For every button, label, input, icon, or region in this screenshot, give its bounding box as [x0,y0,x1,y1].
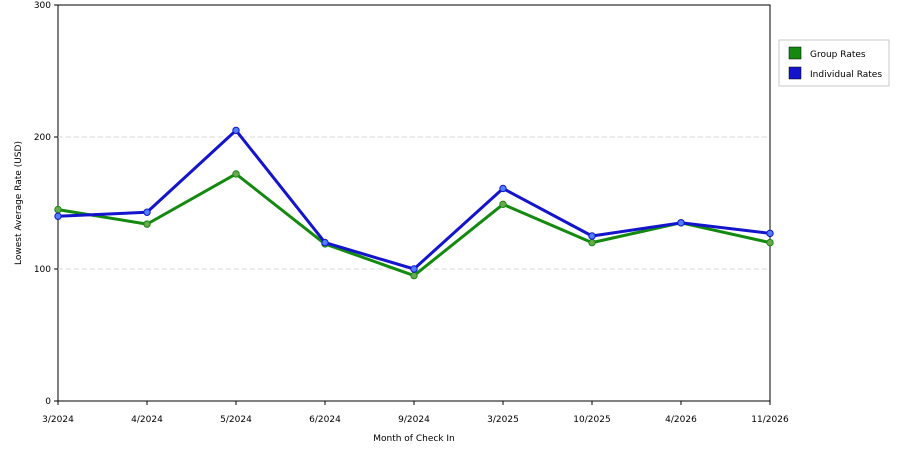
x-tick-label: 11/2026 [751,415,789,425]
x-tick-label: 3/2025 [487,415,519,425]
data-point-group-rates [588,238,596,247]
y-axis-title: Lowest Average Rate (USD) [14,141,24,265]
axes: 0 100 200 300 3/2024 4/2024 5/2024 6/2024 9/2024… [34,1,789,425]
data-point-group-rates [232,170,240,178]
plot-area [57,4,771,402]
data-point-group-rates [499,200,507,209]
x-tick-label: 4/2026 [665,415,697,425]
data-point-group-rates [54,205,62,214]
data-point-individual-rates [232,126,240,135]
x-tick-label: 3/2024 [42,415,74,425]
data-point-group-rates [410,271,418,280]
x-tick-label: 9/2024 [398,415,430,425]
data-point-individual-rates [766,229,774,238]
y-tick-label: 0 [45,397,51,407]
y-tick-label: 200 [34,133,51,143]
legend-label-group-rates: Group Rates [810,50,866,60]
data-point-group-rates [143,220,151,228]
y-tick-label: 300 [34,1,51,11]
legend: Group Rates Individual Rates [778,39,890,87]
series-layer [54,126,774,280]
data-point-individual-rates [499,184,507,193]
data-point-group-rates [766,238,774,247]
x-tick-label: 10/2025 [573,415,610,425]
legend-label-individual-rates: Individual Rates [810,70,882,80]
x-tick-label: 6/2024 [309,415,341,425]
data-point-individual-rates [54,212,62,220]
legend-swatch-group-rates [788,46,802,60]
data-point-individual-rates [143,208,151,216]
x-axis-title: Month of Check In [373,434,455,444]
x-tick-label: 4/2024 [131,415,163,425]
data-point-individual-rates [321,238,329,247]
data-point-individual-rates [410,265,418,273]
data-point-individual-rates [588,232,596,240]
y-tick-label: 100 [34,265,51,275]
x-tick-label: 5/2024 [220,415,252,425]
legend-swatch-individual-rates [788,66,802,80]
data-point-individual-rates [677,219,685,227]
